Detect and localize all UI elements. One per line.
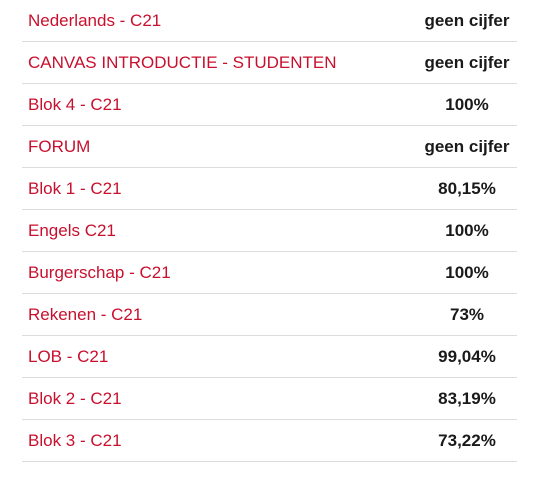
course-grade-canvas-introductie: geen cijfer [424,52,510,72]
course-row-blok-2: Blok 2 - C21 83,19% [22,378,517,420]
course-row-nederlands: Nederlands - C21 geen cijfer [22,0,517,42]
course-link-blok-2[interactable]: Blok 2 - C21 [28,388,122,408]
course-row-blok-3: Blok 3 - C21 73,22% [22,420,517,462]
course-row-burgerschap: Burgerschap - C21 100% [22,252,517,294]
course-row-blok-1: Blok 1 - C21 80,15% [22,168,517,210]
course-link-burgerschap[interactable]: Burgerschap - C21 [28,262,171,282]
course-link-rekenen[interactable]: Rekenen - C21 [28,304,143,324]
course-grade-lob: 99,04% [438,346,496,366]
course-link-forum[interactable]: FORUM [28,136,91,156]
course-link-blok-1[interactable]: Blok 1 - C21 [28,178,122,198]
course-link-canvas-introductie[interactable]: CANVAS INTRODUCTIE - STUDENTEN [28,52,337,72]
course-grade-engels: 100% [445,220,489,240]
course-grade-blok-4: 100% [445,94,489,114]
course-link-blok-3[interactable]: Blok 3 - C21 [28,430,122,450]
course-link-nederlands[interactable]: Nederlands - C21 [28,10,162,30]
course-row-canvas-introductie: CANVAS INTRODUCTIE - STUDENTEN geen cijf… [22,42,517,84]
course-row-rekenen: Rekenen - C21 73% [22,294,517,336]
course-row-engels: Engels C21 100% [22,210,517,252]
course-grade-rekenen: 73% [449,304,485,324]
course-link-blok-4[interactable]: Blok 4 - C21 [28,94,122,114]
course-row-blok-4: Blok 4 - C21 100% [22,84,517,126]
course-link-engels[interactable]: Engels C21 [28,220,116,240]
course-grades-list: Nederlands - C21 geen cijfer CANVAS INTR… [22,0,517,462]
course-row-lob: LOB - C21 99,04% [22,336,517,378]
course-grade-burgerschap: 100% [445,262,489,282]
course-row-forum: FORUM geen cijfer [22,126,517,168]
course-link-lob[interactable]: LOB - C21 [28,346,109,366]
course-grade-blok-3: 73,22% [438,430,496,450]
course-grade-nederlands: geen cijfer [424,10,510,30]
course-grade-forum: geen cijfer [424,136,510,156]
course-grade-blok-2: 83,19% [438,388,496,408]
course-grade-blok-1: 80,15% [438,178,496,198]
